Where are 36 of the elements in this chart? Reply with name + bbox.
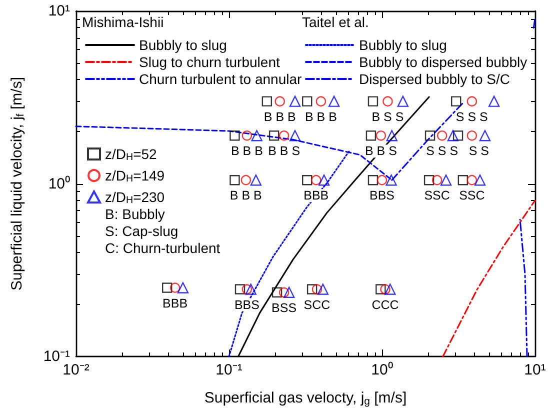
annotation: Taitel et al. — [302, 14, 369, 30]
annotation: B B B — [264, 110, 296, 124]
annotation: BBB — [304, 188, 329, 203]
legend-label: Slug to churn turbulent — [139, 54, 280, 70]
annotation: B B S — [364, 144, 397, 158]
legend-label: Bubbly to slug — [139, 37, 227, 53]
y-tick-label: 10¹ — [48, 2, 70, 20]
legend-label: Churn turbulent to annular — [139, 71, 302, 87]
x-tick-label: 10⁰ — [371, 362, 393, 378]
annotation: SCC — [304, 298, 330, 312]
annotation: S S — [468, 144, 489, 158]
annotation: SSC — [459, 188, 485, 203]
annotation: B B B — [230, 188, 262, 203]
annotation: B B S — [268, 144, 300, 158]
x-tick-label: 10⁻¹ — [216, 362, 242, 378]
annotation: B: Bubbly — [105, 206, 165, 222]
annotation: B B B — [304, 110, 337, 124]
annotation: B B B — [230, 144, 263, 158]
y-tick-label: 10⁰ — [48, 175, 70, 192]
annotation: SSC — [424, 188, 450, 203]
annotation: B S S — [372, 110, 404, 124]
annotation: C: Churn-turbulent — [105, 240, 220, 256]
annotation: CCC — [372, 298, 399, 312]
annotation: Mishima-Ishii — [82, 14, 164, 30]
annotation: S: Cap-slug — [105, 223, 178, 239]
annotation: S S S — [456, 110, 488, 124]
annotation: BBB — [162, 296, 188, 310]
x-tick-label: 10¹ — [524, 362, 546, 378]
annotation: BBS — [369, 188, 395, 203]
legend-label: Bubbly to slug — [359, 37, 451, 53]
annotation: BSS — [272, 300, 297, 315]
annotation: S S S — [426, 144, 458, 158]
legend-label: Dispersed bubbly to S/C — [359, 71, 510, 87]
annotation: BBS — [234, 298, 260, 312]
y-axis-title: Superficial liquid velocity, jf [m/s] — [8, 76, 26, 291]
legend-label: Bubbly to dispersed bubbly — [359, 54, 528, 70]
